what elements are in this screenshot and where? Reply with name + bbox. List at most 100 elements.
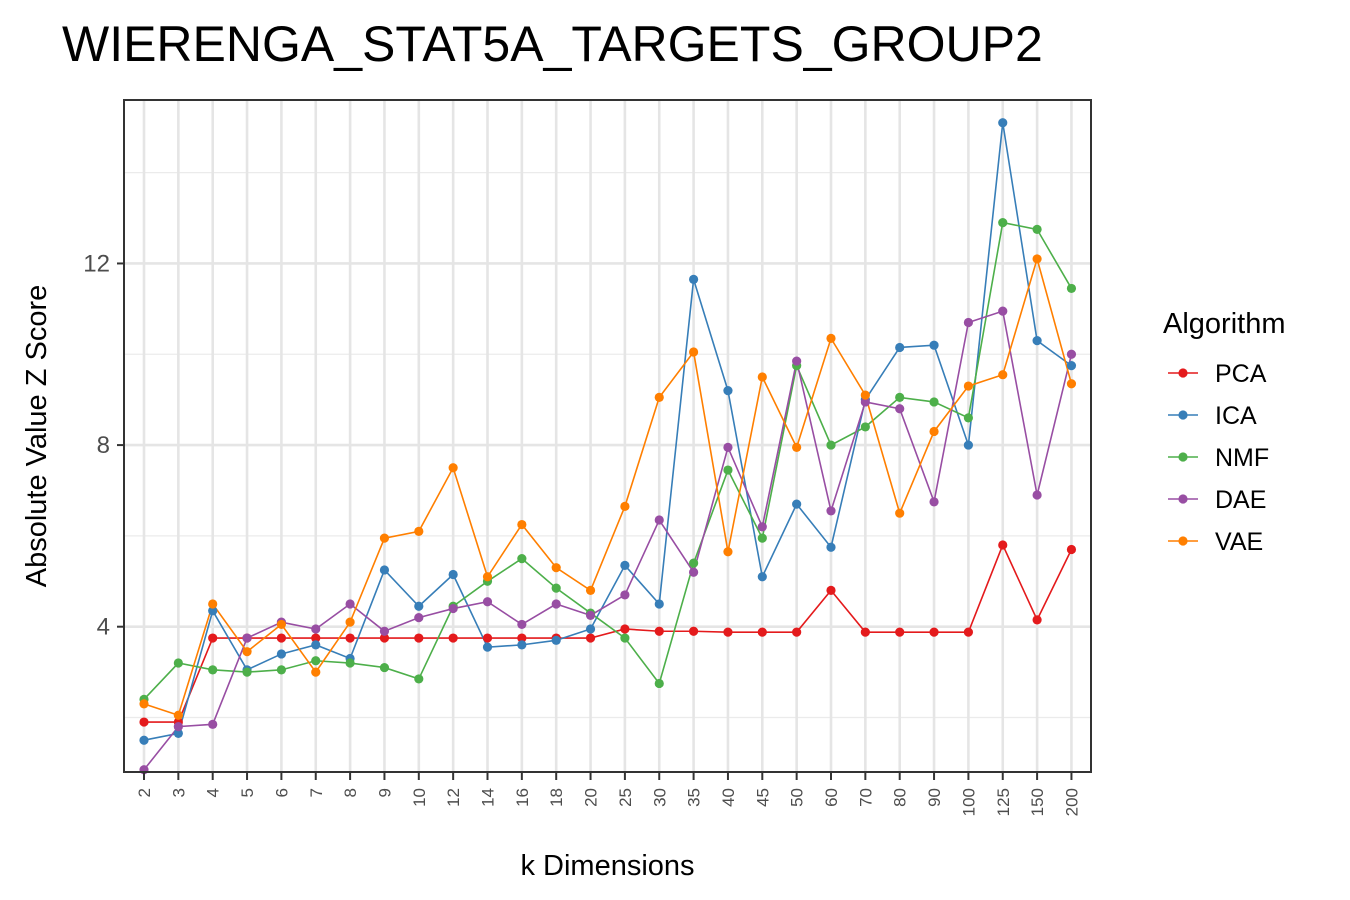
legend-key-point-nmf	[1178, 452, 1188, 462]
data-point-nmf	[723, 465, 733, 475]
major-gridlines	[124, 100, 1091, 772]
data-point-dae	[860, 397, 870, 407]
data-point-pca	[723, 627, 733, 637]
series-lines	[143, 122, 1073, 771]
data-point-dae	[963, 317, 974, 328]
data-point-nmf	[895, 392, 905, 403]
y-axis-title: Absolute Value Z Score	[21, 285, 53, 588]
series-line-nmf	[143, 221, 1073, 700]
data-point-pca	[826, 585, 836, 595]
x-tick-label: 7	[307, 788, 326, 797]
data-point-ica	[585, 624, 596, 634]
data-point-nmf	[620, 633, 630, 643]
data-point-nmf	[551, 583, 561, 593]
data-point-nmf	[963, 413, 974, 423]
x-tick-label: 35	[685, 788, 704, 807]
data-point-nmf	[689, 558, 699, 568]
x-tick-label: 50	[788, 788, 807, 807]
legend-key-point-vae	[1178, 536, 1188, 546]
data-point-pca	[414, 633, 424, 643]
data-point-dae	[414, 613, 424, 623]
data-point-dae	[482, 597, 493, 607]
data-point-ica	[998, 118, 1008, 128]
data-point-ica	[792, 499, 802, 509]
data-point-nmf	[826, 440, 836, 450]
y-tick-label: 8	[97, 432, 110, 459]
x-tick-label: 125	[994, 788, 1013, 816]
data-point-vae	[276, 619, 286, 630]
data-point-pca	[860, 627, 870, 637]
data-point-vae	[860, 390, 870, 400]
x-axis-title: k Dimensions	[520, 850, 694, 882]
legend-title: Algorithm	[1163, 308, 1286, 340]
data-point-vae	[208, 599, 218, 609]
x-tick-label: 10	[410, 788, 429, 807]
data-point-dae	[517, 619, 527, 630]
data-point-dae	[1066, 349, 1077, 359]
data-point-vae	[311, 667, 321, 677]
x-tick-label: 25	[616, 788, 635, 807]
data-point-dae	[1032, 490, 1042, 500]
data-point-dae	[654, 515, 664, 525]
x-tick-label: 20	[582, 788, 601, 807]
data-point-pca	[448, 633, 458, 643]
legend-items: PCA ICA NMF DAE VAE	[1168, 360, 1269, 556]
data-point-dae	[998, 306, 1008, 316]
x-tick-label: 9	[375, 788, 394, 797]
data-point-dae	[723, 442, 733, 452]
legend-label-nmf: NMF	[1215, 444, 1269, 472]
data-point-nmf	[242, 667, 252, 677]
data-point-dae	[895, 404, 905, 414]
x-tick-label: 200	[1062, 788, 1081, 816]
data-point-ica	[1032, 336, 1042, 346]
x-tick-label: 100	[959, 788, 978, 816]
data-point-vae	[139, 699, 149, 709]
data-point-dae	[242, 633, 252, 643]
x-tick-label: 16	[513, 788, 532, 807]
legend-label-pca: PCA	[1215, 360, 1267, 388]
data-point-vae	[895, 508, 905, 518]
data-point-vae	[345, 617, 355, 627]
series-points	[139, 118, 1077, 775]
data-point-ica	[208, 606, 218, 616]
x-tick-label: 80	[891, 788, 910, 807]
legend-label-ica: ICA	[1215, 402, 1257, 430]
data-point-ica	[929, 340, 939, 350]
data-point-pca	[929, 627, 939, 637]
data-point-pca	[311, 633, 321, 643]
data-point-dae	[826, 506, 836, 516]
data-point-nmf	[311, 656, 321, 666]
data-point-pca	[585, 633, 596, 643]
x-tick-label: 18	[547, 788, 566, 807]
data-point-dae	[929, 497, 939, 507]
data-point-vae	[1032, 254, 1042, 264]
data-point-ica	[1066, 361, 1077, 371]
data-point-nmf	[929, 397, 939, 407]
data-point-nmf	[757, 533, 767, 543]
data-point-ica	[379, 565, 390, 575]
data-point-ica	[689, 274, 699, 284]
data-point-pca	[1066, 544, 1077, 555]
data-point-ica	[173, 728, 183, 739]
data-point-pca	[1032, 615, 1042, 625]
legend-label-dae: DAE	[1215, 486, 1266, 514]
x-tick-label: 150	[1028, 788, 1047, 816]
legend: Algorithm PCA ICA NMF DAE VAE	[1163, 308, 1286, 556]
data-point-ica	[517, 640, 527, 650]
legend-key-point-ica	[1178, 410, 1188, 420]
data-point-pca	[654, 626, 664, 636]
data-point-dae	[345, 599, 355, 609]
data-point-pca	[689, 626, 699, 636]
data-point-dae	[689, 567, 699, 577]
x-tick-label: 45	[753, 788, 772, 807]
x-axis: 2 3 4 5 6 7 8 9 10 12 14 16 18 20 25 30 35 40 45 50 60 70 80 90…	[135, 772, 1081, 816]
y-tick-label: 4	[97, 614, 110, 641]
data-point-dae	[208, 719, 218, 729]
series-line-dae	[143, 310, 1073, 771]
data-point-dae	[620, 590, 630, 600]
data-point-nmf	[998, 217, 1008, 228]
data-point-ica	[723, 385, 733, 396]
data-point-ica	[139, 735, 149, 745]
data-point-ica	[448, 569, 458, 580]
data-point-pca	[792, 627, 802, 637]
